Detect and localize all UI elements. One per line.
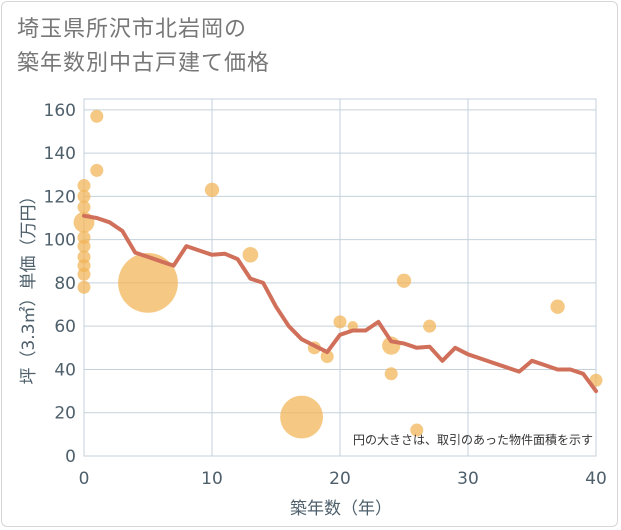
scatter-point xyxy=(280,395,324,439)
scatter-point xyxy=(90,163,104,177)
y-tick-label: 60 xyxy=(54,317,76,337)
scatter-point xyxy=(320,349,334,363)
x-tick-label: 0 xyxy=(79,469,90,489)
y-axis-title: 坪（3.3㎡）単価（万円） xyxy=(19,187,39,384)
scatter-point xyxy=(118,253,178,313)
grid-lines xyxy=(83,98,597,457)
scatter-point xyxy=(77,179,91,193)
x-tick-label: 10 xyxy=(201,469,223,489)
y-tick-label: 140 xyxy=(44,144,76,164)
y-tick-label: 160 xyxy=(44,101,76,121)
trend-line xyxy=(82,213,598,394)
scatter-point xyxy=(204,182,220,198)
scatter-point xyxy=(410,423,424,437)
x-tick-label: 40 xyxy=(585,469,607,489)
series-line xyxy=(82,213,598,394)
scatter-point xyxy=(77,200,91,214)
y-tick-label: 20 xyxy=(54,404,76,424)
scatter-point xyxy=(90,109,104,123)
x-tick-label: 20 xyxy=(329,469,351,489)
scatter-point xyxy=(396,273,412,288)
scatter-point xyxy=(550,299,565,314)
size-note: 円の大きさは、取引のあった物件面積を示す xyxy=(353,432,593,447)
scatter-point xyxy=(77,189,91,203)
scatter-point xyxy=(77,239,91,253)
scatter-point xyxy=(77,280,91,294)
x-axis-title: 築年数（年） xyxy=(290,499,392,519)
scatter-point xyxy=(77,267,91,281)
y-tick-label: 40 xyxy=(54,360,76,380)
scatter-point xyxy=(242,246,259,263)
scatter-bubbles xyxy=(73,109,603,439)
y-tick-label: 100 xyxy=(44,231,76,251)
y-tick-label: 0 xyxy=(65,447,76,467)
chart-title: 埼玉県所沢市北岩岡の 築年数別中古戸建て価格 xyxy=(17,13,270,81)
title-line-2: 築年数別中古戸建て価格 xyxy=(17,51,271,76)
scatter-point xyxy=(333,315,347,329)
y-tick-label: 120 xyxy=(44,187,76,207)
x-tick-label: 30 xyxy=(457,469,479,489)
title-line-1: 埼玉県所沢市北岩岡の xyxy=(17,17,248,42)
scatter-point xyxy=(384,367,398,381)
tick-labels: 0 20 40 60 80 100 120 140 160 0 10 20 30 40 xyxy=(44,101,607,489)
y-tick-label: 80 xyxy=(54,274,76,294)
scatter-point xyxy=(423,319,437,333)
